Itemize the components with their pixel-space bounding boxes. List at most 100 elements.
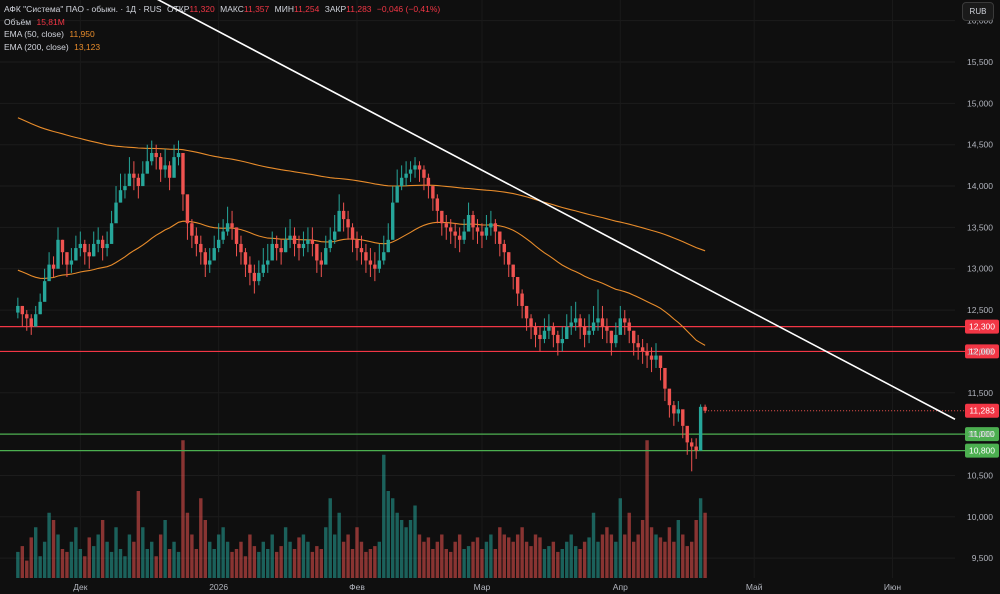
candle-body	[551, 326, 556, 335]
volume-bar	[502, 534, 506, 578]
price-axis[interactable]: 16,00015,50015,00014,50014,00013,50013,0…	[967, 16, 993, 563]
candle-body	[252, 272, 257, 282]
level-price-tag	[965, 427, 999, 442]
last-price-tag	[965, 403, 999, 418]
time-tick-label: Мар	[474, 582, 491, 592]
candle-body	[703, 406, 707, 411]
volume-bar	[279, 546, 283, 578]
level-price-label: 12,000	[969, 346, 995, 356]
volume-bar	[65, 551, 69, 578]
volume-bar	[283, 527, 288, 578]
volume-bar	[47, 512, 51, 578]
volume-bar	[640, 520, 645, 578]
volume-bar	[364, 551, 368, 578]
volume-bar	[319, 549, 324, 578]
candle-body	[185, 194, 190, 224]
volume-bar	[92, 546, 96, 578]
volume-bar	[649, 527, 654, 578]
candle-body	[573, 318, 578, 323]
volume-bar	[163, 520, 167, 578]
volume-bar	[194, 549, 199, 578]
candle-body	[640, 347, 645, 352]
volume-bar	[440, 534, 444, 578]
volume-bar	[16, 551, 20, 578]
candle-body	[453, 231, 457, 236]
candle-body	[609, 330, 614, 344]
volume-bar	[297, 537, 301, 578]
level-price-label: 10,800	[969, 446, 995, 456]
time-tick-label: Дек	[73, 582, 87, 592]
volume-bar	[489, 534, 493, 578]
volume-bar	[38, 556, 42, 578]
volume-bar	[627, 512, 631, 578]
volume-bar	[596, 541, 600, 578]
candle-body	[565, 326, 569, 340]
horizontal-levels[interactable]: 12,300 12,000 11,000 10,800 11,283	[0, 319, 999, 458]
volume-bar	[462, 549, 466, 578]
candle-body	[475, 227, 480, 232]
volume-bar	[578, 549, 582, 578]
volume-bar	[328, 498, 332, 578]
candle-body	[341, 210, 346, 220]
candle-body	[158, 157, 163, 170]
trendline[interactable]	[112, 0, 956, 420]
price-tick-label: 12,500	[967, 305, 993, 315]
candle-body	[422, 169, 426, 178]
price-tick-label: 15,500	[967, 57, 993, 67]
candle-body	[382, 252, 386, 261]
volume-bar	[150, 541, 154, 578]
candle-body	[623, 318, 627, 323]
volume-bar	[573, 546, 578, 578]
candle-body	[654, 355, 658, 360]
candle-body	[288, 235, 292, 240]
candle-body	[399, 177, 404, 187]
price-tick-label: 9,500	[972, 553, 994, 563]
candle-body	[60, 239, 65, 253]
candle-body	[591, 322, 596, 331]
candle-body	[203, 252, 207, 265]
candle-body	[426, 177, 431, 187]
volume-bar	[614, 541, 618, 578]
symbol-name[interactable]: АФК "Система" ПАО - обыкн. · 1Д · RUS	[4, 4, 162, 14]
time-tick-label: 2026	[209, 582, 228, 592]
volume-bar	[667, 527, 672, 578]
candle-body	[274, 243, 279, 249]
candle-body	[230, 223, 234, 228]
candle-body	[636, 343, 640, 348]
candle-body	[649, 355, 654, 360]
volume-bar	[109, 551, 114, 578]
volume-bar	[672, 541, 676, 578]
candle-body	[533, 326, 538, 335]
candle-body	[190, 223, 194, 236]
volume-bar	[475, 537, 480, 578]
volume-bar	[368, 549, 373, 578]
volume-label: Объём	[4, 16, 32, 27]
volume-bar	[663, 541, 667, 578]
volume-bar	[203, 520, 207, 578]
candle-body	[444, 223, 448, 228]
candle-body	[109, 223, 114, 244]
trend-line[interactable]	[112, 0, 956, 420]
close-value: 11,283	[346, 4, 372, 14]
candle-body	[65, 252, 69, 265]
candle-body	[618, 318, 623, 335]
ema50-row[interactable]: EMA (50, close) 11,950	[4, 28, 440, 41]
open-value: 11,320	[189, 4, 215, 14]
ema50-label: EMA (50, close)	[4, 29, 64, 39]
candle-body	[292, 235, 297, 244]
candle-body	[694, 446, 698, 451]
volume-row[interactable]: Объём 15,81M	[4, 16, 440, 29]
candle-body	[261, 264, 265, 273]
volume-bar	[292, 549, 297, 578]
candle-body	[239, 243, 243, 253]
time-axis[interactable]: Дек 2026 Фев Мар Апр Май Июн	[73, 582, 901, 592]
level-price-label: 12,300	[969, 322, 995, 332]
volume-bar	[676, 520, 681, 578]
candle-body	[515, 277, 520, 294]
ema200-row[interactable]: EMA (200, close) 13,123	[4, 41, 440, 54]
candle-body	[324, 248, 328, 265]
volume-bar	[324, 527, 328, 578]
currency-button[interactable]: RUB	[962, 2, 994, 21]
